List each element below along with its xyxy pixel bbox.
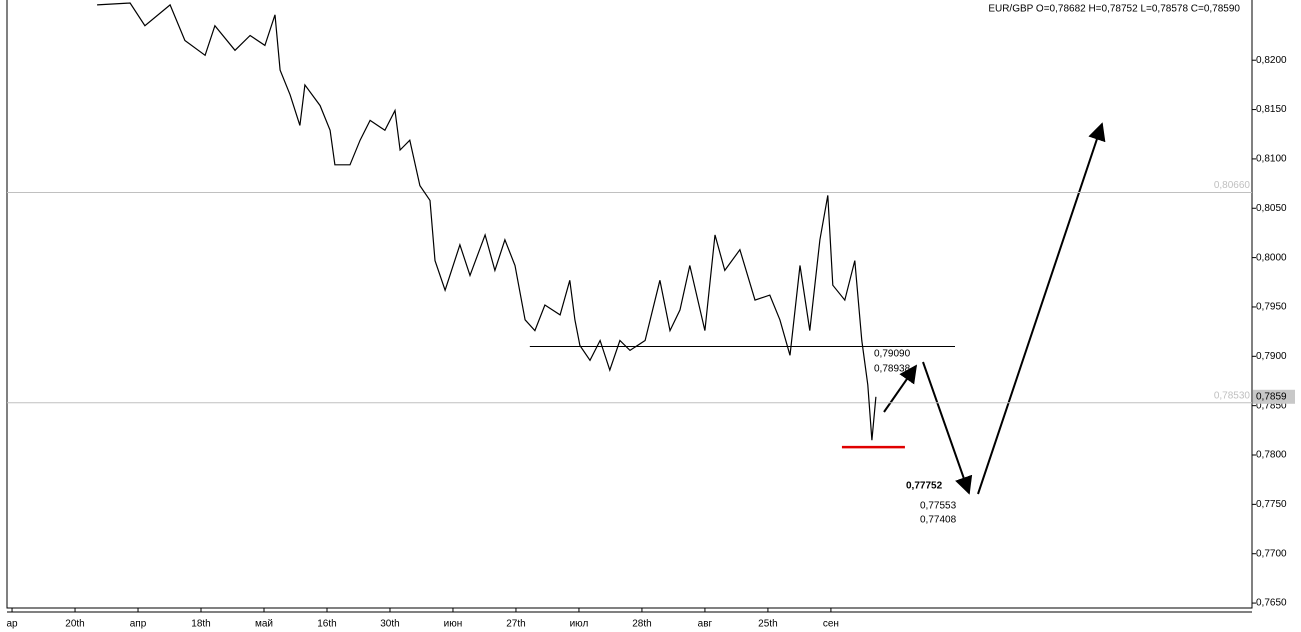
y-tick-label: 0,8150: [1256, 104, 1287, 115]
x-tick-label: ар: [6, 619, 18, 630]
x-tick-label: июн: [444, 619, 463, 630]
x-tick-label: 18th: [191, 619, 210, 630]
x-tick-label: июл: [570, 619, 589, 630]
chart-title: EUR/GBP O=0,78682 H=0,78752 L=0,78578 C=…: [988, 4, 1240, 15]
annotation: 0,77408: [920, 515, 957, 526]
y-tick-label: 0,7950: [1256, 302, 1287, 313]
x-tick-label: 30th: [380, 619, 399, 630]
plot-frame: [6, 0, 1253, 609]
x-tick-label: май: [255, 619, 273, 630]
y-tick-label: 0,7900: [1256, 351, 1287, 362]
last-price-label: 0,7859: [1256, 391, 1287, 402]
y-tick-label: 0,7850: [1256, 400, 1287, 411]
arrow: [883, 364, 918, 413]
x-tick-label: сен: [823, 619, 839, 630]
y-tick-label: 0,7750: [1256, 499, 1287, 510]
price-line: [97, 2, 877, 441]
y-tick-label: 0,7700: [1256, 548, 1287, 559]
annotation: 0,77553: [920, 501, 957, 512]
level-label: 0,78530: [1214, 390, 1251, 401]
x-tick-label: 16th: [317, 619, 336, 630]
arrow: [922, 361, 973, 495]
forecast-arrows: [883, 122, 1106, 495]
arrow: [977, 122, 1106, 495]
y-tick-label: 0,7650: [1256, 598, 1287, 609]
x-tick-label: 25th: [758, 619, 777, 630]
y-tick-label: 0,8200: [1256, 55, 1287, 66]
y-tick-label: 0,7800: [1256, 450, 1287, 461]
y-tick-label: 0,8100: [1256, 154, 1287, 165]
x-tick-label: 28th: [632, 619, 651, 630]
y-tick-label: 0,8000: [1256, 252, 1287, 263]
x-tick-label: 20th: [65, 619, 84, 630]
annotation: 0,78938: [874, 364, 911, 375]
last-price-box: [1253, 389, 1295, 404]
x-tick-label: авг: [698, 619, 713, 630]
level-label: 0,80660: [1214, 180, 1251, 191]
annotation: 0,77752: [906, 481, 943, 492]
y-tick-label: 0,8050: [1256, 203, 1287, 214]
x-tick-label: апр: [130, 619, 147, 630]
x-tick-label: 27th: [506, 619, 525, 630]
annotation: 0,79090: [874, 349, 911, 360]
